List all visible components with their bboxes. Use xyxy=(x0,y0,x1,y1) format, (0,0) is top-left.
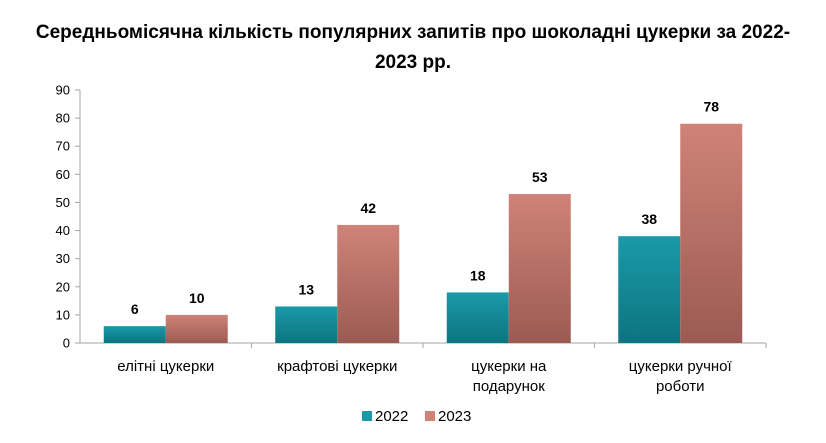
bar-2022 xyxy=(618,236,681,343)
x-category-label: цукерки ручної роботи xyxy=(629,358,733,395)
legend-label: 2023 xyxy=(438,408,471,425)
bar-2023 xyxy=(337,224,400,343)
y-tick-label: 50 xyxy=(56,195,70,210)
legend-label: 2022 xyxy=(375,408,408,425)
y-tick-label: 80 xyxy=(56,111,70,126)
x-category-label-line: цукерки на xyxy=(471,358,547,375)
x-category-label-line: подарунок xyxy=(473,378,546,395)
bar-2022 xyxy=(446,292,509,343)
data-label: 6 xyxy=(131,301,139,317)
y-tick-label: 10 xyxy=(56,307,70,322)
bar-2022 xyxy=(103,326,166,343)
data-label: 13 xyxy=(298,281,314,297)
x-category-label: крафтові цукерки xyxy=(277,358,397,375)
bar-2023 xyxy=(680,123,743,343)
x-category-label-line: цукерки ручної xyxy=(629,358,733,375)
data-label: 38 xyxy=(641,211,657,227)
data-label: 10 xyxy=(189,290,205,306)
x-category-label-line: крафтові цукерки xyxy=(277,358,397,375)
x-category-label-line: елітні цукерки xyxy=(117,358,214,375)
data-label: 42 xyxy=(360,200,376,216)
y-tick-label: 60 xyxy=(56,167,70,182)
chart-title: Середньомісячна кількість популярних зап… xyxy=(35,22,791,73)
y-tick-label: 90 xyxy=(56,83,70,98)
y-tick-label: 30 xyxy=(56,251,70,266)
x-category-label: цукерки на подарунок xyxy=(471,358,547,395)
y-tick-label: 0 xyxy=(63,336,70,351)
x-category-label-line: роботи xyxy=(656,378,705,395)
bar-2023 xyxy=(508,194,571,343)
legend-swatch-2022 xyxy=(362,411,372,421)
legend-swatch-2023 xyxy=(425,411,435,421)
x-category-label: елітні цукерки xyxy=(117,358,214,375)
bar-2022 xyxy=(275,306,338,343)
y-tick-label: 70 xyxy=(56,139,70,154)
y-tick-label: 20 xyxy=(56,279,70,294)
data-label: 53 xyxy=(532,169,548,185)
y-tick-label: 40 xyxy=(56,223,70,238)
data-label: 78 xyxy=(703,99,719,115)
bar-2023 xyxy=(165,314,228,343)
data-label: 18 xyxy=(470,267,486,283)
